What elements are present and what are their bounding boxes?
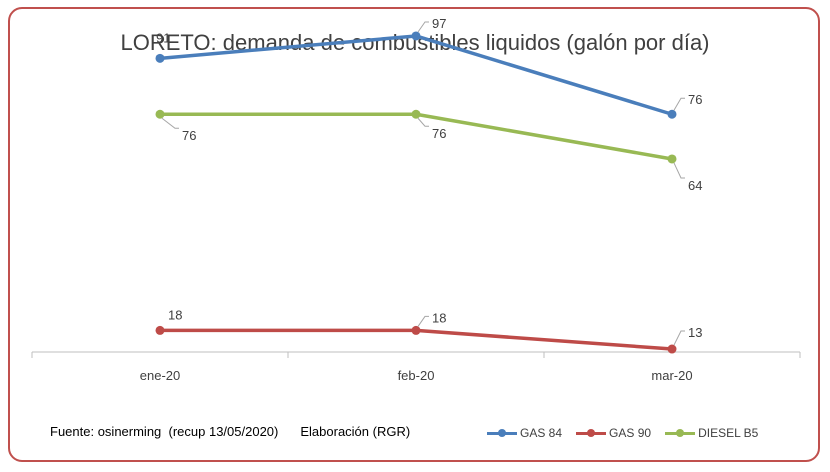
data-label: 13 xyxy=(688,325,702,340)
footer-source-note: Fuente: osinerming (recup 13/05/2020) Ela… xyxy=(50,424,432,439)
data-label: 18 xyxy=(168,307,182,322)
label-leader xyxy=(673,330,685,346)
data-label: 76 xyxy=(182,128,196,143)
data-point xyxy=(411,109,421,119)
data-point xyxy=(411,325,421,335)
legend-label-dieselb5: DIESEL B5 xyxy=(698,426,759,440)
legend-swatch-dieselb5 xyxy=(665,428,696,438)
series-line-dieselb5 xyxy=(160,112,673,161)
author-text: Elaboración (RGR) xyxy=(300,424,411,439)
legend: GAS 84 GAS 90 DIESEL B5 xyxy=(487,426,758,440)
legend-label-gas90: GAS 90 xyxy=(609,426,652,440)
data-point xyxy=(411,31,421,41)
label-leader xyxy=(673,162,685,179)
series-line-gas84 xyxy=(159,34,673,116)
data-point xyxy=(667,344,677,354)
data-label: 18 xyxy=(432,310,446,325)
legend-swatch-gas84 xyxy=(487,428,517,438)
data-label: 76 xyxy=(432,126,446,141)
x-tick-label: mar-20 xyxy=(651,368,692,383)
chart-frame xyxy=(8,7,820,462)
data-point xyxy=(667,109,677,119)
label-leader xyxy=(161,117,179,129)
label-leader xyxy=(417,21,429,33)
data-point xyxy=(155,53,165,63)
label-leader xyxy=(417,117,429,127)
source-text: Fuente: osinerming (recup 13/05/2020) xyxy=(50,424,279,439)
legend-item-gas84: GAS 84 xyxy=(487,426,562,440)
data-point xyxy=(155,109,165,119)
data-label: 64 xyxy=(688,178,702,193)
label-leader xyxy=(417,315,429,327)
label-leader xyxy=(673,97,685,111)
data-point xyxy=(155,325,165,335)
data-label: 97 xyxy=(432,16,446,31)
x-tick-label: feb-20 xyxy=(398,368,435,383)
x-tick-label: ene-20 xyxy=(140,368,180,383)
data-point xyxy=(667,154,677,164)
legend-item-gas90: GAS 90 xyxy=(576,426,651,440)
legend-swatch-gas90 xyxy=(576,428,607,438)
legend-item-dieselb5: DIESEL B5 xyxy=(665,426,758,440)
data-label: 91 xyxy=(156,30,170,45)
legend-label-gas84: GAS 84 xyxy=(520,426,563,440)
data-label: 76 xyxy=(688,92,702,107)
